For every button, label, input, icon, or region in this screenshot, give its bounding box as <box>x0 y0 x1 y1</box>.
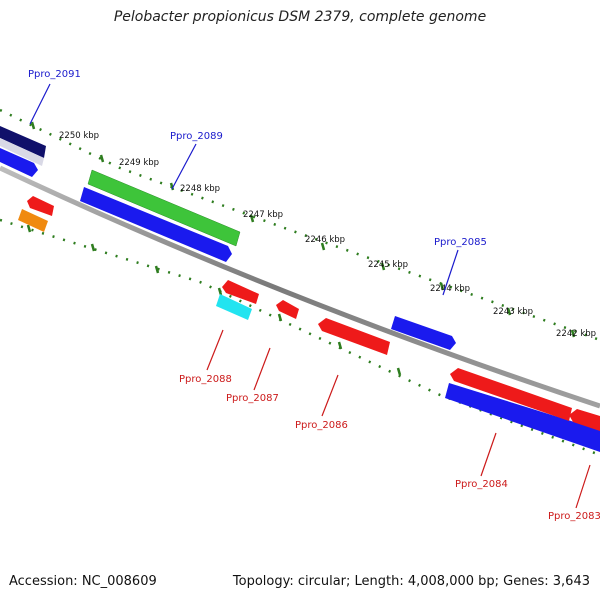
tick-label: 2246 kbp <box>305 235 345 245</box>
gene-label-ppro-2083: Ppro_2083 <box>548 511 600 522</box>
forward-gene-labels: Ppro_2091 Ppro_2089 Ppro_2085 <box>28 69 487 248</box>
tick-labels: 2250 kbp 2249 kbp 2248 kbp 2247 kbp 2246… <box>59 131 596 339</box>
gene-feature-cyan[interactable] <box>216 294 252 320</box>
genome-backbone <box>0 165 600 409</box>
outer-tick-track <box>0 108 600 342</box>
gene-label-ppro-2084: Ppro_2084 <box>455 479 508 490</box>
tick-label: 2244 kbp <box>430 284 470 294</box>
genome-summary: Topology: circular; Length: 4,008,000 bp… <box>232 574 590 589</box>
forward-label-leaders <box>29 83 459 296</box>
inner-tick-track <box>0 218 600 457</box>
tick-label: 2250 kbp <box>59 131 99 141</box>
gene-feature-red-2083[interactable] <box>569 409 600 431</box>
gene-feature-red-2088[interactable] <box>222 280 259 304</box>
gene-label-ppro-2088: Ppro_2088 <box>179 374 232 385</box>
reverse-label-leaders <box>206 329 591 509</box>
genome-title: Pelobacter propionicus DSM 2379, complet… <box>113 9 487 25</box>
gene-label-ppro-2085: Ppro_2085 <box>434 237 487 248</box>
gene-feature-red-left[interactable] <box>27 196 54 216</box>
accession-label: Accession: NC_008609 <box>9 574 157 589</box>
gene-feature-blue-long[interactable] <box>80 187 232 262</box>
gene-feature-blue-2084[interactable] <box>445 383 600 452</box>
reverse-gene-labels: Ppro_2088 Ppro_2087 Ppro_2086 Ppro_2084 … <box>179 374 600 522</box>
gene-feature-orange[interactable] <box>18 209 48 232</box>
gene-feature-red-2086[interactable] <box>318 318 390 355</box>
gene-feature-blue-2085[interactable] <box>391 316 456 350</box>
tick-label: 2249 kbp <box>119 158 159 168</box>
outer-major-ticks <box>30 121 576 338</box>
gene-feature-green[interactable] <box>87 169 241 247</box>
gene-feature-gray[interactable] <box>0 138 44 166</box>
gene-feature-red-2084[interactable] <box>450 368 572 421</box>
gene-feature-red-2087[interactable] <box>276 300 299 319</box>
gene-label-ppro-2089: Ppro_2089 <box>170 131 223 142</box>
tick-label: 2243 kbp <box>493 307 533 317</box>
tick-label: 2242 kbp <box>556 329 596 339</box>
gene-feature-blue-small[interactable] <box>0 148 38 177</box>
gene-feature-navy[interactable] <box>0 126 46 158</box>
gene-label-ppro-2091: Ppro_2091 <box>28 69 81 80</box>
gene-label-ppro-2086: Ppro_2086 <box>295 420 348 431</box>
gene-label-ppro-2087: Ppro_2087 <box>226 393 279 404</box>
tick-label: 2248 kbp <box>180 184 220 194</box>
tick-label: 2247 kbp <box>243 210 283 220</box>
tick-label: 2245 kbp <box>368 260 408 270</box>
